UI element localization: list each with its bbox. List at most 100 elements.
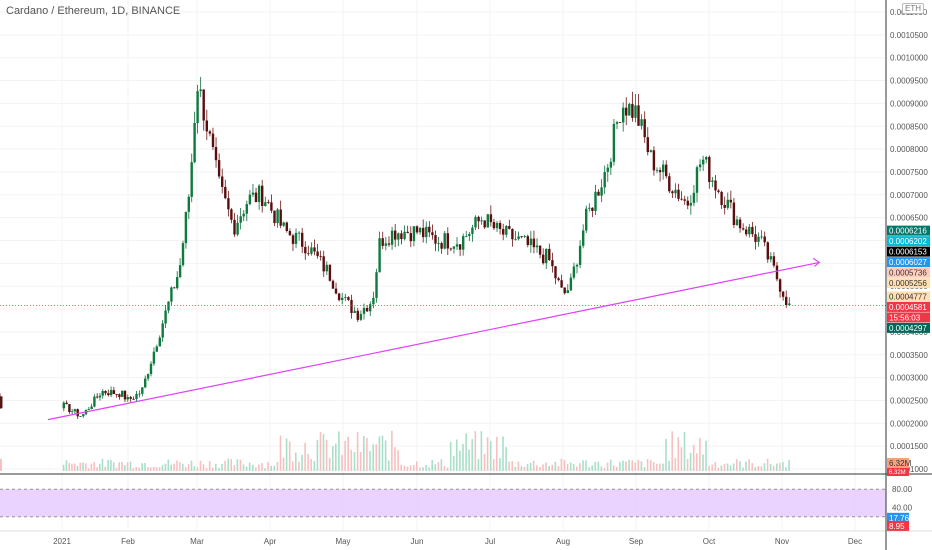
candle-body <box>104 391 107 394</box>
candle-body <box>785 296 788 305</box>
volume-bar <box>403 465 406 471</box>
volume-bar <box>304 442 306 471</box>
candle-body <box>615 122 619 124</box>
candle-body <box>674 189 677 194</box>
candle-body <box>73 409 77 412</box>
volume-bar <box>480 431 483 471</box>
volume-bar <box>594 462 597 471</box>
candle-body <box>455 244 459 247</box>
volume-bar <box>502 436 504 471</box>
volume-bar <box>366 438 368 471</box>
candle-body <box>597 191 600 196</box>
candle-body <box>628 103 631 116</box>
volume-bar <box>545 462 547 471</box>
volume-bar <box>443 465 446 471</box>
osc-label-text: 8.95 <box>889 522 905 531</box>
price-tick-label: 0.0008500 <box>890 122 928 131</box>
volume-bar <box>344 440 346 471</box>
volume-bar <box>440 459 443 471</box>
volume-bar <box>637 460 640 471</box>
candle-body <box>745 229 748 235</box>
price-label-text: 0.0006202 <box>889 237 927 246</box>
candle-body <box>178 265 182 278</box>
candle-body <box>689 202 692 206</box>
volume-bar <box>551 464 553 471</box>
candle-body <box>655 170 659 171</box>
osc-label-text: 17.76 <box>889 514 910 523</box>
candle-body <box>705 157 708 160</box>
volume-bar <box>680 447 683 471</box>
candle-body <box>347 297 350 300</box>
volume-bar <box>310 459 312 471</box>
volume-bar <box>341 454 343 471</box>
volume-bar <box>729 465 732 471</box>
volume-bar <box>652 462 655 471</box>
candle-body <box>729 199 732 203</box>
candle-body <box>248 194 252 205</box>
chart-title: Cardano / Ethereum, 1D, BINANCE <box>6 5 181 17</box>
candle-body <box>331 280 335 289</box>
volume-bar <box>714 462 717 471</box>
volume-bar <box>221 464 223 471</box>
price-label-box <box>887 236 930 247</box>
candle-body <box>532 238 536 248</box>
volume-bar <box>766 458 769 471</box>
volume-bar <box>736 459 738 471</box>
candle-body <box>658 170 662 173</box>
volume-bar <box>155 467 158 471</box>
candle-body <box>233 219 236 235</box>
volume-bar <box>409 465 412 471</box>
currency-badge[interactable]: ETH <box>902 3 924 14</box>
price-label-box <box>887 278 930 289</box>
candle-body <box>732 202 736 225</box>
candle-body <box>68 404 71 412</box>
candle-body <box>264 202 267 206</box>
candle-body <box>294 232 298 244</box>
volume-bar <box>99 464 101 471</box>
volume-bar <box>68 462 70 471</box>
volume-bar <box>285 438 288 471</box>
candle-body <box>394 230 397 240</box>
price-tick-label: 0.0002000 <box>890 419 928 428</box>
volume-bar <box>356 432 359 471</box>
volume-bar <box>179 462 181 471</box>
candle-body <box>538 245 542 255</box>
candle-body <box>193 123 196 163</box>
volume-bar <box>96 467 98 471</box>
candle-body <box>123 390 127 400</box>
candle-body <box>334 288 338 294</box>
volume-bar <box>218 468 220 471</box>
candle-body <box>775 265 779 280</box>
candle-body <box>224 186 227 199</box>
stoch-rsi-pane <box>0 489 886 518</box>
volume-bar <box>279 435 282 471</box>
volume-bar <box>499 458 501 471</box>
volume-bar <box>462 443 464 471</box>
candle-body <box>337 293 341 301</box>
volume-bar <box>748 459 750 471</box>
candle-body <box>452 246 456 249</box>
time-axis[interactable]: 2021 Feb Mar Apr May Jun Jul Aug Sep Oct Nov Dec <box>53 537 862 546</box>
candle-body <box>778 279 782 292</box>
volume-bar <box>456 439 458 471</box>
candle-body <box>107 393 110 395</box>
volume-bar <box>292 461 294 471</box>
candle-body <box>468 234 471 236</box>
candle-body <box>167 301 170 311</box>
volume-bar <box>316 439 319 471</box>
volume-bar <box>526 464 529 471</box>
price-tick-label: 0.0007000 <box>890 191 928 200</box>
candle-body <box>677 189 680 199</box>
volume-bar <box>170 464 172 471</box>
volume-bar <box>772 465 775 471</box>
candle-body <box>115 394 118 395</box>
candle-body <box>428 226 431 233</box>
volume-bar <box>726 463 729 471</box>
candle-body <box>742 228 745 230</box>
candle-body <box>350 299 353 313</box>
volume-bar <box>82 462 84 471</box>
volume-bar <box>446 467 449 471</box>
volume-bar <box>363 435 365 471</box>
trendline[interactable] <box>0 257 886 421</box>
